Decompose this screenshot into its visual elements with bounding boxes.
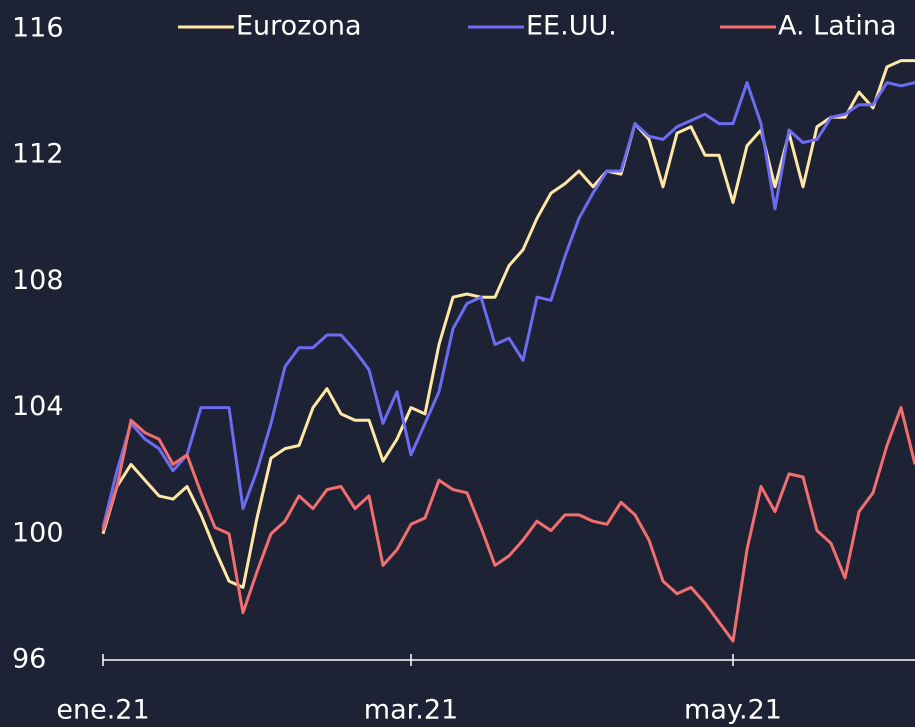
- x-tick-label: ene.21: [56, 695, 149, 726]
- y-tick-label: 112: [12, 139, 64, 170]
- y-tick-label: 96: [12, 644, 46, 675]
- legend-label: Eurozona: [236, 11, 362, 42]
- series-line: [101, 406, 915, 643]
- legend-label: EE.UU.: [526, 11, 617, 42]
- y-tick-label: 100: [12, 517, 64, 548]
- legend-label: A. Latina: [778, 11, 897, 42]
- series-line: [101, 81, 915, 528]
- x-tick-label: mar.21: [364, 695, 458, 726]
- series-line: [101, 59, 915, 589]
- y-tick-label: 104: [12, 391, 64, 422]
- y-tick-label: 108: [12, 265, 64, 296]
- y-tick-label: 116: [12, 13, 64, 44]
- x-tick-label: may.21: [684, 695, 782, 726]
